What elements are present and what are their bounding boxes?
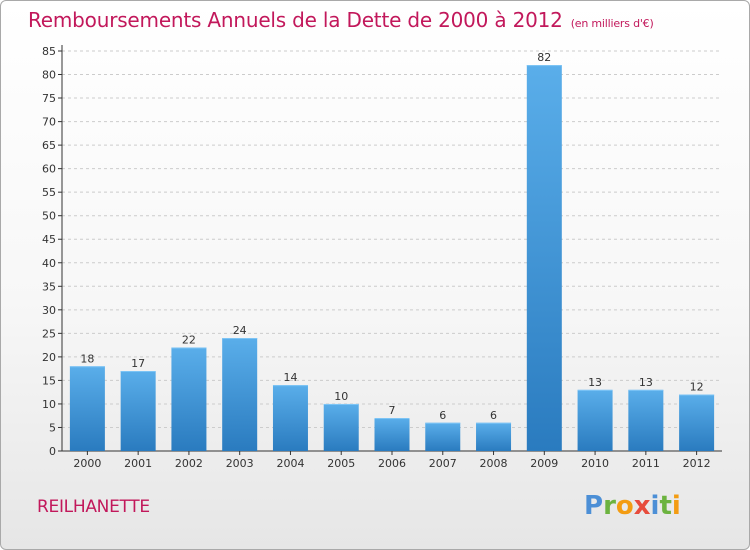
bar <box>679 394 715 451</box>
x-tick-label: 2011 <box>632 457 660 470</box>
logo-letter: i <box>650 491 660 521</box>
logo-letter: t <box>659 491 672 521</box>
x-tick-label: 2004 <box>276 457 304 470</box>
bar <box>323 403 359 451</box>
value-label: 14 <box>283 371 297 384</box>
logo-letter: i <box>671 491 681 521</box>
x-tick-label: 2006 <box>378 457 406 470</box>
x-tick-label: 2008 <box>480 457 508 470</box>
value-label: 24 <box>233 324 247 337</box>
y-tick-label: 50 <box>42 210 56 223</box>
x-tick-label: 2001 <box>124 457 152 470</box>
chart-title: Remboursements Annuels de la Dette de 20… <box>28 8 654 32</box>
y-tick-label: 35 <box>42 280 56 293</box>
y-tick-label: 30 <box>42 304 56 317</box>
title-text: Remboursements Annuels de la Dette de 20… <box>28 8 563 32</box>
value-label: 18 <box>80 352 94 365</box>
location-label: REILHANETTE <box>37 497 150 517</box>
bar <box>577 389 613 451</box>
y-tick-label: 65 <box>42 139 56 152</box>
y-tick-label: 40 <box>42 257 56 270</box>
value-label: 6 <box>439 409 446 422</box>
bar <box>171 347 207 451</box>
y-tick-label: 55 <box>42 186 56 199</box>
bar <box>69 366 105 451</box>
unit-label: (en milliers d'€) <box>570 17 654 30</box>
x-tick-label: 2002 <box>175 457 203 470</box>
bar <box>374 418 410 451</box>
y-tick-label: 10 <box>42 398 56 411</box>
value-label: 13 <box>588 376 602 389</box>
y-tick-label: 60 <box>42 163 56 176</box>
bar <box>272 385 308 451</box>
y-tick-label: 80 <box>42 69 56 82</box>
x-tick-label: 2000 <box>73 457 101 470</box>
value-label: 12 <box>690 381 704 394</box>
value-label: 6 <box>490 409 497 422</box>
value-label: 13 <box>639 376 653 389</box>
y-tick-label: 15 <box>42 374 56 387</box>
y-tick-label: 0 <box>49 445 56 458</box>
logo-letter: x <box>633 491 651 521</box>
value-label: 7 <box>389 404 396 417</box>
x-tick-label: 2007 <box>429 457 457 470</box>
x-tick-label: 2005 <box>327 457 355 470</box>
x-tick-label: 2010 <box>581 457 609 470</box>
y-tick-label: 20 <box>42 351 56 364</box>
value-label: 10 <box>334 390 348 403</box>
bar <box>222 338 258 451</box>
bar <box>628 389 664 451</box>
logo-letter: r <box>603 491 616 521</box>
proxiti-logo: Proxiti <box>584 491 681 521</box>
y-tick-label: 70 <box>42 116 56 129</box>
bar <box>526 65 562 451</box>
value-label: 22 <box>182 333 196 346</box>
x-tick-label: 2012 <box>683 457 711 470</box>
y-tick-label: 25 <box>42 327 56 340</box>
x-tick-label: 2009 <box>530 457 558 470</box>
bar <box>120 371 156 451</box>
value-label: 17 <box>131 357 145 370</box>
y-tick-label: 45 <box>42 233 56 246</box>
bar <box>425 422 461 451</box>
logo-letter: P <box>584 491 604 521</box>
y-tick-label: 75 <box>42 92 56 105</box>
logo-letter: o <box>615 491 634 521</box>
y-tick-label: 5 <box>49 421 56 434</box>
x-tick-label: 2003 <box>226 457 254 470</box>
bar <box>476 422 512 451</box>
y-tick-label: 85 <box>42 45 56 58</box>
value-label: 82 <box>537 51 551 64</box>
